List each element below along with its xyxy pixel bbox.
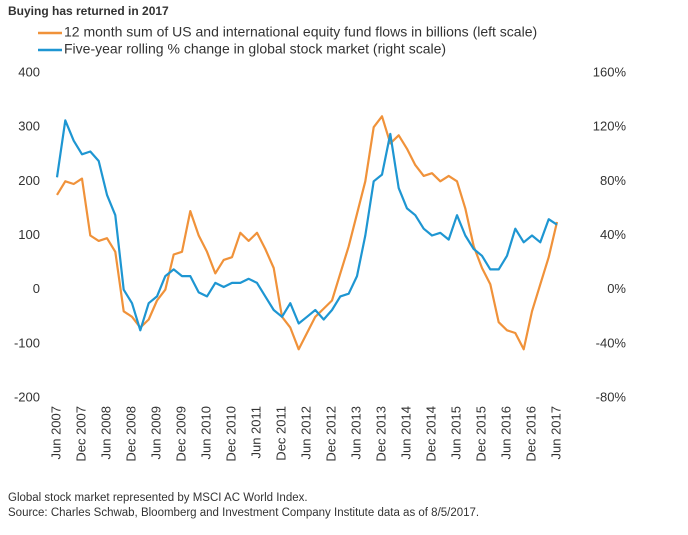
y2-tick-label: 80% [600,173,626,188]
x-tick-label: Jun 2016 [498,406,513,460]
y-tick-label: 400 [18,64,40,79]
x-tick-label: Jun 2008 [98,406,113,460]
x-tick-label: Jun 2014 [398,406,413,460]
x-tick-label: Dec 2009 [173,406,188,462]
x-tick-label: Dec 2016 [523,406,538,462]
x-tick-label: Jun 2013 [348,406,363,460]
x-tick-label: Dec 2010 [223,406,238,462]
y-tick-label: -100 [14,335,40,350]
y2-tick-label: 160% [593,64,627,79]
y2-tick-label: 40% [600,227,626,242]
y-tick-label: -200 [14,389,40,404]
legend-entry: Five-year rolling % change in global sto… [64,41,446,57]
y2-tick-label: 0% [607,281,626,296]
x-tick-label: Dec 2015 [473,406,488,462]
x-tick-label: Jun 2015 [448,406,463,460]
x-tick-label: Dec 2008 [123,406,138,462]
x-tick-label: Jun 2007 [48,406,63,460]
series-line [56,115,559,351]
y2-tick-label: -80% [596,389,627,404]
footnote: Source: Charles Schwab, Bloomberg and In… [8,507,479,519]
x-tick-label: Jun 2009 [148,406,163,460]
x-tick-label: Jun 2017 [548,406,563,460]
x-tick-label: Jun 2012 [298,406,313,460]
series-line [55,119,558,332]
x-tick-label: Dec 2007 [73,406,88,462]
y-tick-label: 300 [18,119,40,134]
y2-tick-label: -40% [596,335,627,350]
x-tick-label: Dec 2012 [323,406,338,462]
x-tick-label: Dec 2011 [273,406,288,461]
x-tick-label: Jun 2011 [248,406,263,459]
legend-entry: 12 month sum of US and international equ… [64,24,537,40]
x-tick-label: Dec 2014 [423,406,438,462]
footnote: Global stock market represented by MSCI … [8,492,308,504]
x-tick-label: Dec 2013 [373,406,388,462]
y-tick-label: 0 [33,281,40,296]
y-tick-label: 200 [18,173,40,188]
x-tick-label: Jun 2010 [198,406,213,460]
y2-tick-label: 120% [593,119,627,134]
chart-title: Buying has returned in 2017 [8,4,169,18]
y-tick-label: 100 [18,227,40,242]
